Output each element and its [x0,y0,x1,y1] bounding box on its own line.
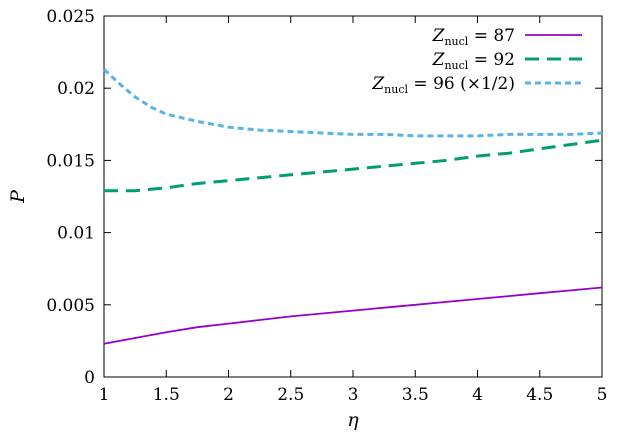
legend-sub: nucl [384,83,408,96]
x-tick-label: 1.5 [153,385,180,405]
x-tick-label: 3.5 [402,385,429,405]
legend-label-2: Znucl = 92 [432,50,515,72]
y-tick-label: 0.015 [46,151,95,171]
y-tick-label: 0 [84,368,95,388]
legend-rest: = 87 [468,26,515,46]
legend-var: Z [432,26,446,46]
x-tick-label: 3 [348,385,359,405]
x-tick-label: 2 [223,385,234,405]
x-axis: 1 1.5 2 2.5 3 3.5 4 4.5 5 [99,16,608,405]
legend-var: Z [371,74,385,94]
series-layer [102,68,603,345]
x-tick-label: 4.5 [526,385,553,405]
legend-label-1: Znucl = 87 [432,26,515,48]
series-line-1 [103,286,603,345]
plot-border [103,15,603,378]
y-axis: 0 0.005 0.01 0.015 0.02 0.025 [46,7,602,388]
legend-label-3: Znucl = 96 (×1/2) [371,74,515,96]
y-tick-label: 0.01 [57,224,95,244]
x-tick-label: 1 [99,385,110,405]
series-line-3 [102,68,603,138]
plot-frame [103,15,603,378]
x-tick-label: 2.5 [277,385,304,405]
x-axis-label: η [347,409,359,431]
y-tick-label: 0.02 [57,79,95,99]
y-axis-label: P [7,189,29,204]
legend-sub: nucl [444,35,468,48]
legend-var: Z [432,50,446,70]
x-tick-label: 5 [597,385,608,405]
legend-rest: = 96 (×1/2) [408,74,515,94]
y-tick-label: 0.005 [46,296,95,316]
legend-sub: nucl [444,59,468,72]
x-tick-label: 4 [472,385,483,405]
series-line-2 [104,138,603,193]
y-tick-label: 0.025 [46,7,95,27]
legend-rest: = 92 [468,50,515,70]
